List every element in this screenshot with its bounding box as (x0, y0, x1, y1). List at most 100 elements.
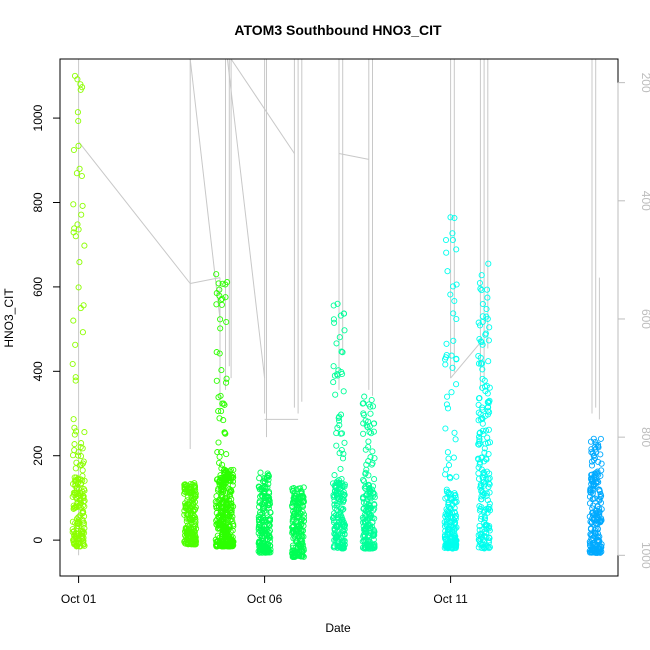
data-point (215, 504, 222, 511)
data-point (442, 236, 450, 244)
chart-title: ATOM3 Southbound HNO3_CIT (234, 22, 442, 38)
data-point (362, 544, 370, 551)
data-point (258, 486, 265, 493)
data-point (365, 481, 372, 488)
data-point (227, 487, 234, 494)
data-point (71, 489, 79, 496)
data-point (360, 476, 367, 483)
data-point (213, 301, 220, 308)
data-point (475, 417, 482, 424)
data-point (338, 544, 345, 551)
data-point (485, 426, 492, 433)
data-point (264, 470, 271, 477)
right-axis: 200 400 600 800 1000 (617, 73, 650, 569)
data-point (485, 358, 492, 365)
data-point (189, 534, 197, 541)
data-point (219, 461, 226, 468)
data-point (262, 530, 269, 537)
data-point (365, 532, 372, 539)
data-point (485, 450, 492, 458)
data-point (479, 404, 486, 411)
data-point (261, 477, 268, 485)
data-point (70, 317, 77, 324)
data-point (363, 522, 370, 530)
data-point (70, 528, 78, 535)
data-point (362, 446, 369, 453)
data-point (476, 438, 483, 445)
data-point (486, 439, 494, 446)
data-point (480, 479, 487, 486)
right-tick-label: 1000 (639, 542, 650, 569)
pressure-trace-line (78, 141, 191, 284)
data-point (220, 481, 227, 489)
data-point (594, 517, 601, 524)
data-point (222, 294, 229, 301)
data-point (70, 146, 77, 154)
data-point (227, 517, 234, 524)
data-point (262, 549, 269, 556)
data-point (335, 414, 342, 422)
data-point (337, 465, 344, 472)
data-point (446, 474, 453, 481)
data-point (213, 504, 220, 511)
data-point (290, 495, 297, 502)
data-point (70, 416, 77, 423)
data-point (597, 519, 604, 526)
data-point (588, 471, 595, 478)
data-point (70, 201, 77, 208)
y-tick-label: 0 (31, 536, 45, 543)
data-point (476, 503, 483, 510)
data-point (77, 501, 84, 508)
data-point (223, 375, 230, 382)
data-point (448, 352, 455, 359)
data-point (333, 522, 340, 529)
data-point (443, 340, 450, 347)
data-point (482, 427, 490, 434)
data-point (293, 506, 300, 513)
data-point (442, 354, 449, 361)
data-point (214, 449, 221, 456)
data-point (73, 542, 80, 549)
data-point (213, 377, 220, 384)
data-point (369, 448, 376, 455)
data-point (451, 498, 458, 505)
data-point (588, 549, 595, 556)
data-point (590, 509, 597, 516)
data-point (71, 424, 78, 431)
data-point (187, 509, 194, 517)
data-point (79, 467, 86, 474)
data-point (449, 364, 456, 371)
data-point (295, 513, 302, 520)
data-point (445, 490, 452, 497)
data-point (298, 553, 305, 560)
data-point (590, 435, 597, 442)
data-point (292, 528, 299, 535)
data-point (72, 428, 80, 435)
y-tick-label: 600 (31, 277, 45, 297)
data-point (371, 476, 378, 483)
data-point (365, 418, 372, 425)
data-point (486, 397, 493, 404)
data-point (74, 221, 81, 228)
data-point (330, 363, 337, 370)
pressure-trace-line (230, 58, 295, 154)
data-point (443, 538, 450, 545)
data-point (216, 415, 223, 422)
data-point (76, 502, 83, 509)
data-point (486, 527, 493, 534)
data-point (366, 429, 373, 436)
data-point (445, 508, 452, 515)
data-point (476, 322, 484, 329)
data-point (71, 225, 78, 232)
data-point (475, 360, 483, 367)
data-point (443, 249, 450, 256)
data-point (213, 349, 220, 356)
data-point (80, 302, 87, 309)
data-point (230, 521, 237, 528)
y-tick-label: 200 (31, 445, 45, 465)
data-point (481, 508, 488, 516)
pressure-trace (78, 58, 600, 556)
data-point (442, 471, 449, 478)
data-point (79, 202, 86, 209)
data-point (479, 543, 487, 550)
